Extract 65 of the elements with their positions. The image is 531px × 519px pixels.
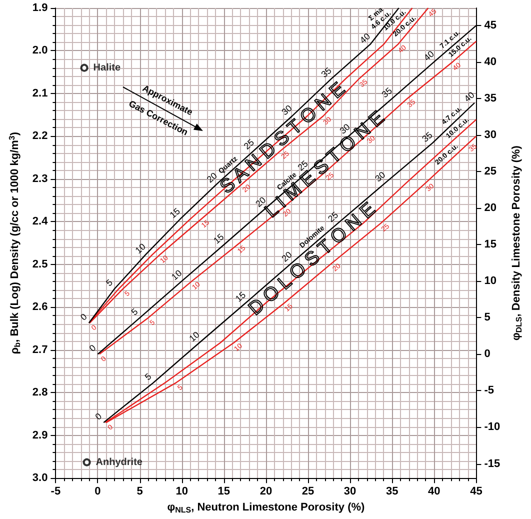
y-tick-label: 2.3 [32, 172, 48, 185]
annotation: 5 [129, 306, 140, 318]
y2-tick-label: -10 [484, 421, 500, 434]
annotation: 40 [422, 48, 436, 63]
y-tick-label: 2.2 [32, 130, 48, 142]
y2-tick-label: 5 [484, 312, 490, 324]
y-tick-label: 2.4 [32, 216, 49, 228]
x-tick-label: 15 [218, 486, 230, 498]
annotation: 15 [233, 290, 248, 304]
y-tick-label: 2.6 [32, 301, 48, 314]
x-tick-label: 0 [94, 486, 101, 498]
y2-tick-label: 30 [484, 128, 496, 141]
y-tick-label: 2.9 [32, 429, 48, 442]
series-label: Halite [93, 62, 121, 74]
y-tick-label: 1.9 [32, 2, 48, 14]
x-tick-label: 40 [428, 486, 440, 498]
annotation: 30 [280, 103, 294, 118]
annotation: 0 [93, 411, 104, 422]
y2-axis-title: φDLS, Density Limestone Porosity (%) [510, 145, 524, 341]
annotation: 35 [420, 130, 434, 144]
annotation: 0 [78, 312, 89, 322]
annotation: 5 [104, 277, 114, 288]
series-label: Anhydrite [96, 456, 143, 468]
annotation: 0 [87, 342, 98, 354]
annotation: 20 [204, 170, 219, 185]
annotation: 25 [242, 137, 256, 152]
y2-tick-label: 40 [484, 56, 496, 68]
x-tick-label: 5 [136, 486, 143, 498]
annotation: 15 [168, 206, 182, 220]
y2-tick-label: 20 [484, 202, 496, 214]
y2-tick-label: -5 [484, 384, 494, 397]
annotation: 10 [187, 330, 202, 344]
y-tick-label: 2.7 [32, 344, 48, 356]
x-tick-label: 10 [176, 486, 188, 498]
annotation: 25 [326, 210, 340, 224]
annotation: 15 [212, 232, 226, 246]
y2-tick-label: 15 [484, 238, 496, 251]
y-tick-label: 3.0 [32, 472, 48, 484]
x-tick-label: 45 [470, 486, 482, 498]
annotation: 10 [133, 241, 148, 256]
annotation: 35 [380, 86, 394, 100]
annotation: 5 [142, 371, 154, 382]
annotation: 35 [319, 65, 334, 80]
y-tick-label: 2.8 [32, 386, 48, 399]
x-tick-label: 25 [302, 486, 314, 498]
y2-tick-label: 25 [484, 165, 496, 178]
y-tick-label: 2.0 [32, 44, 48, 57]
y2-tick-label: 35 [484, 92, 496, 104]
y-tick-label: 2.5 [32, 258, 48, 270]
y2-tick-label: -15 [484, 458, 500, 470]
y-axis-title: ρb, Bulk (Log) Density (g/cc or 1000 kg/m3) [8, 132, 22, 354]
y-tick-label: 2.1 [32, 87, 48, 100]
annotation: 30 [373, 170, 388, 184]
y2-tick-label: 0 [484, 348, 490, 360]
x-tick-label: -5 [50, 486, 61, 498]
annotation: 30 [338, 122, 352, 136]
annotation: 20 [280, 250, 294, 264]
y2-tick-label: 45 [484, 19, 496, 32]
x-tick-label: 20 [260, 486, 272, 498]
annotation: 40 [462, 90, 476, 104]
x-tick-label: 30 [344, 486, 356, 498]
annotation: 10 [170, 268, 184, 282]
y2-tick-label: 10 [484, 275, 496, 288]
annotation: 40 [358, 31, 372, 46]
x-tick-label: 35 [386, 486, 398, 498]
